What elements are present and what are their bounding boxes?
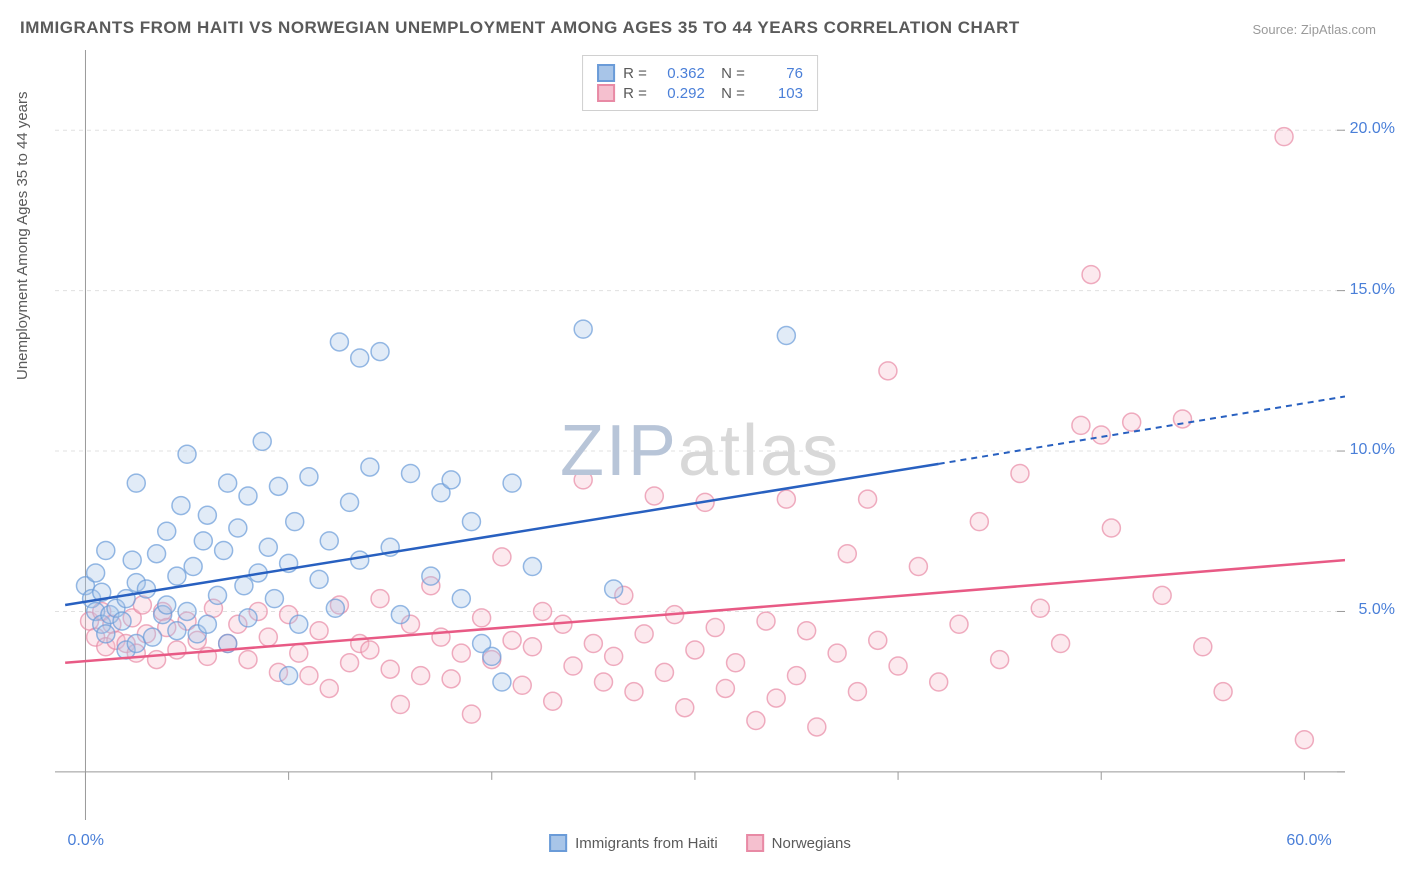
legend-row-haiti: R = 0.362 N = 76 bbox=[597, 64, 803, 82]
chart-title: IMMIGRANTS FROM HAITI VS NORWEGIAN UNEMP… bbox=[20, 18, 1020, 38]
legend-label-haiti: Immigrants from Haiti bbox=[575, 835, 718, 852]
legend-row-norwegians: R = 0.292 N = 103 bbox=[597, 84, 803, 102]
y-tick-label: 20.0% bbox=[1350, 120, 1395, 138]
legend-series: Immigrants from Haiti Norwegians bbox=[549, 834, 851, 852]
chart-area: ZIPatlas R = 0.362 N = 76 R = 0.292 N = … bbox=[55, 50, 1345, 820]
x-tick-label: 60.0% bbox=[1286, 832, 1331, 850]
legend-swatch-norwegians-icon bbox=[746, 834, 764, 852]
source-label: Source: ZipAtlas.com bbox=[1252, 22, 1376, 37]
legend-swatch-haiti-icon bbox=[549, 834, 567, 852]
scatter-plot-svg bbox=[55, 50, 1345, 820]
r-value-norwegians: 0.292 bbox=[655, 85, 705, 102]
y-tick-label: 5.0% bbox=[1359, 601, 1395, 619]
legend-label-norwegians: Norwegians bbox=[772, 835, 851, 852]
n-value-norwegians: 103 bbox=[753, 85, 803, 102]
y-tick-label: 10.0% bbox=[1350, 441, 1395, 459]
legend-item-norwegians: Norwegians bbox=[746, 834, 851, 852]
r-value-haiti: 0.362 bbox=[655, 65, 705, 82]
n-value-haiti: 76 bbox=[753, 65, 803, 82]
x-tick-label: 0.0% bbox=[67, 832, 103, 850]
y-axis-label: Unemployment Among Ages 35 to 44 years bbox=[14, 91, 31, 380]
legend-swatch-haiti bbox=[597, 64, 615, 82]
legend-swatch-norwegians bbox=[597, 84, 615, 102]
y-tick-label: 15.0% bbox=[1350, 281, 1395, 299]
legend-item-haiti: Immigrants from Haiti bbox=[549, 834, 718, 852]
legend-correlation: R = 0.362 N = 76 R = 0.292 N = 103 bbox=[582, 55, 818, 111]
